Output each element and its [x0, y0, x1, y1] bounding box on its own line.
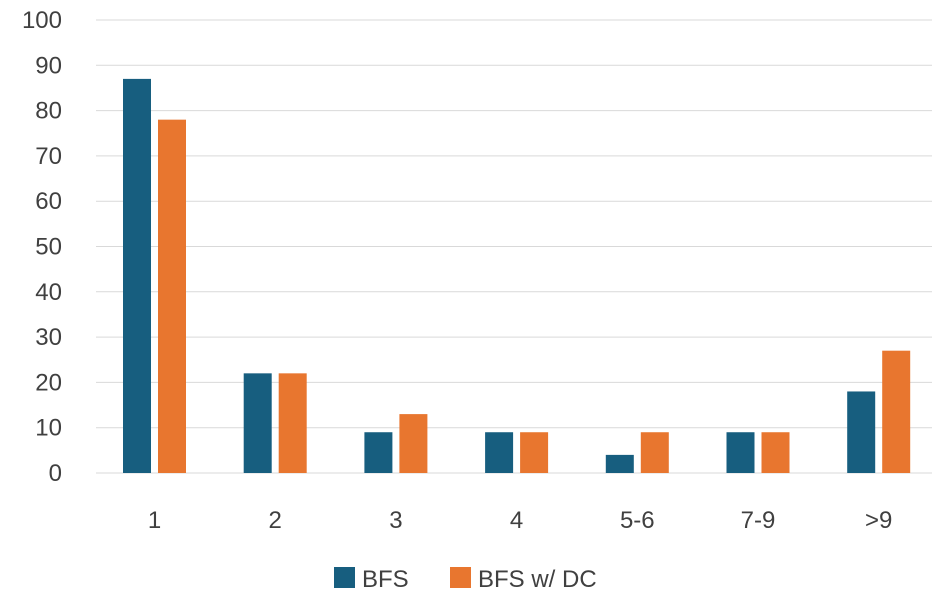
x-tick-label: 1 — [148, 507, 161, 534]
y-tick-label: 60 — [35, 188, 62, 215]
y-tick-label: 0 — [49, 460, 62, 487]
y-tick-label: 20 — [35, 369, 62, 396]
bar-bfs-dc-4 — [640, 432, 669, 473]
legend-label-bfs-dc: BFS w/ DC — [478, 566, 597, 592]
y-tick-label: 100 — [22, 7, 62, 34]
bar-bfs-2 — [364, 432, 393, 473]
x-tick-label: 7-9 — [741, 507, 776, 534]
bar-bfs-dc-2 — [399, 414, 428, 473]
bar-bfs-0 — [123, 78, 151, 473]
y-tick-label: 80 — [35, 98, 62, 125]
y-tick-label: 30 — [35, 324, 62, 351]
x-tick-label: 3 — [389, 507, 402, 534]
bar-bfs-dc-6 — [882, 350, 911, 473]
bar-bfs-dc-3 — [520, 432, 549, 473]
bar-bfs-dc-5 — [761, 432, 790, 473]
x-tick-label: >9 — [865, 507, 892, 534]
legend: BFS BFS w/ DC — [334, 566, 597, 592]
y-tick-label: 70 — [35, 143, 62, 170]
y-tick-label: 10 — [35, 415, 62, 442]
gridlines — [96, 19, 932, 474]
x-tick-label: 2 — [269, 507, 282, 534]
bar-bfs-5 — [726, 432, 755, 473]
bar-bfs-4 — [605, 454, 634, 473]
y-axis-ticks: 0 10 20 30 40 50 60 70 80 90 100 — [22, 7, 62, 487]
x-tick-label: 5-6 — [620, 507, 655, 534]
bar-bfs-3 — [485, 432, 514, 473]
x-tick-label: 4 — [510, 507, 523, 534]
legend-label-bfs: BFS — [362, 566, 409, 592]
bars — [123, 78, 911, 473]
legend-swatch-bfs — [334, 567, 355, 588]
y-tick-label: 50 — [35, 234, 62, 261]
y-tick-label: 40 — [35, 279, 62, 306]
x-axis-ticks: 1 2 3 4 5-6 7-9 >9 — [148, 507, 893, 534]
bar-bfs-6 — [847, 391, 876, 473]
bar-bfs-1 — [243, 373, 272, 473]
legend-swatch-bfs-dc — [450, 567, 471, 588]
bar-bfs-dc-0 — [158, 119, 186, 473]
y-tick-label: 90 — [35, 52, 62, 79]
bar-bfs-dc-1 — [278, 373, 307, 473]
